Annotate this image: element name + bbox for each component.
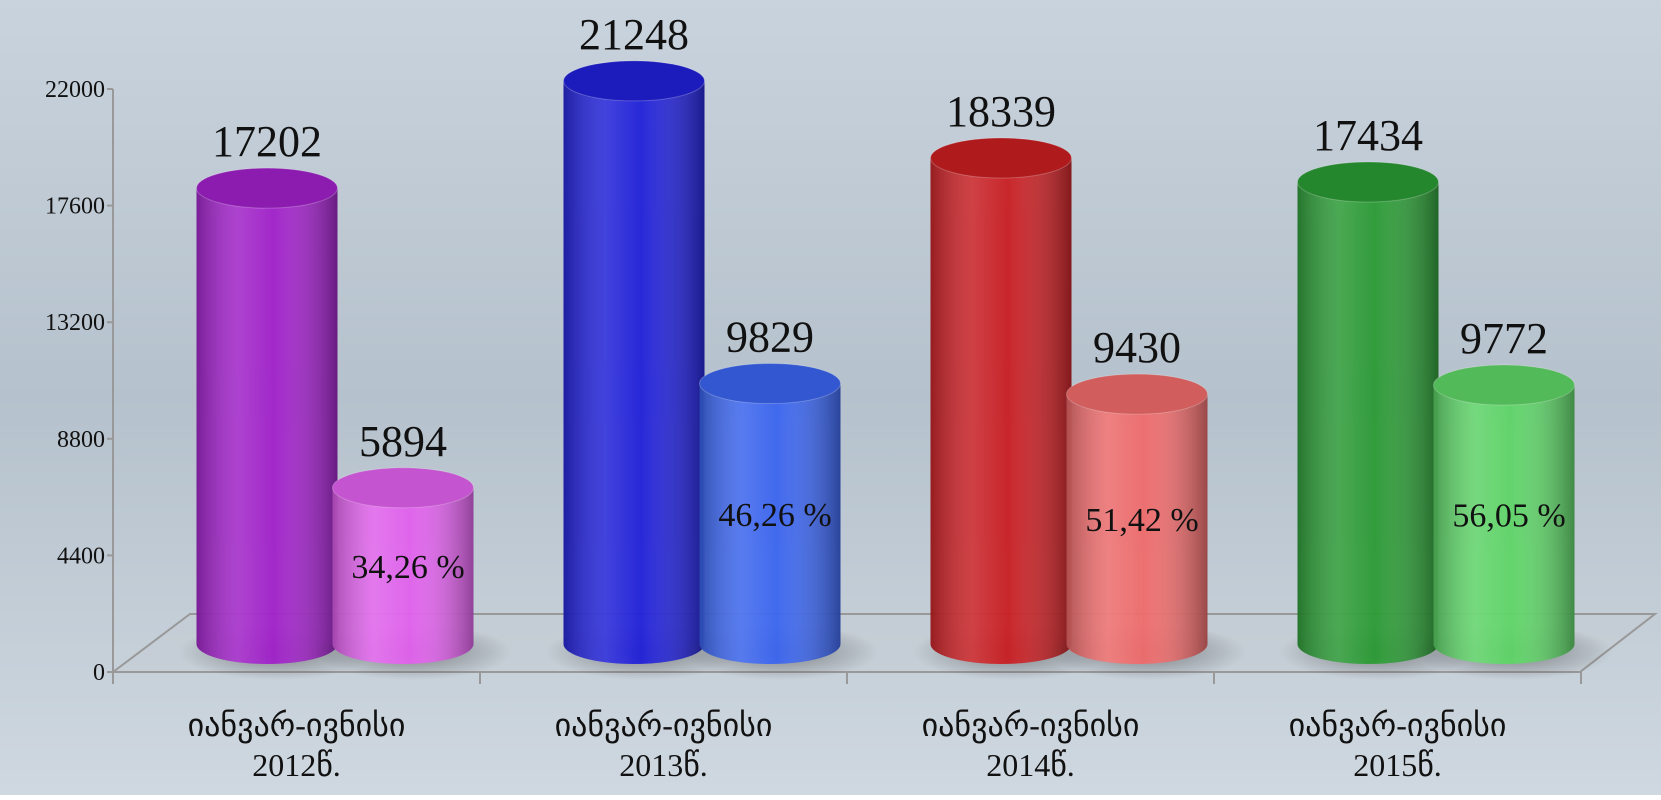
percent-label: 34,26 % xyxy=(351,549,464,586)
bar-shade xyxy=(930,158,1072,665)
bar-shade xyxy=(699,383,841,664)
bar-top xyxy=(699,363,841,405)
value-label: 17434 xyxy=(1313,111,1423,160)
y-tick-label: 22000 xyxy=(45,77,105,103)
bar-shade xyxy=(1433,385,1575,664)
y-tick-label: 17600 xyxy=(45,194,105,220)
value-label: 9430 xyxy=(1093,323,1181,372)
x-tick-label: 2013წ. xyxy=(619,747,708,783)
bar-top-shine xyxy=(1297,161,1439,202)
bar-top-shine xyxy=(930,138,1072,179)
x-tick-label: 2014წ. xyxy=(986,747,1075,783)
bar-top xyxy=(332,467,474,509)
bar-top-shine xyxy=(1066,374,1208,415)
bar-top-shine xyxy=(1433,365,1575,406)
y-tick-label: 13200 xyxy=(45,310,105,336)
y-tick-label: 0 xyxy=(93,660,105,686)
x-tick-label: იანვარ-ივნისი xyxy=(555,707,773,744)
value-label: 9772 xyxy=(1460,314,1548,363)
x-tick-label: იანვარ-ივნისი xyxy=(922,707,1140,744)
x-tick-label: იანვარ-ივნისი xyxy=(1289,707,1507,744)
bar-top-shine xyxy=(196,168,338,209)
bar-shade xyxy=(563,80,705,665)
bar-top-shine xyxy=(332,467,474,508)
bar-top-shine xyxy=(699,363,841,404)
bar-shade xyxy=(1297,181,1439,664)
value-label: 9829 xyxy=(726,313,814,362)
bar-top xyxy=(563,60,705,102)
y-tick-label: 4400 xyxy=(57,543,105,569)
bar-top xyxy=(196,167,338,209)
value-label: 5894 xyxy=(359,417,447,466)
x-tick-label: 2015წ. xyxy=(1353,747,1442,783)
bar-shade xyxy=(196,188,338,664)
bar-shade xyxy=(1066,394,1208,664)
value-label: 18339 xyxy=(946,87,1056,136)
y-tick-label: 8800 xyxy=(57,427,105,453)
percent-label: 51,42 % xyxy=(1085,502,1198,539)
value-label: 17202 xyxy=(212,117,322,166)
percent-label: 46,26 % xyxy=(718,497,831,534)
x-tick-label: 2012წ. xyxy=(252,747,341,783)
bar-top xyxy=(930,137,1072,179)
bar-top xyxy=(1066,373,1208,415)
value-label: 21248 xyxy=(579,10,689,59)
bar-top xyxy=(1297,161,1439,203)
bar-shade xyxy=(332,487,474,664)
bar-top-shine xyxy=(563,60,705,101)
x-tick-label: იანვარ-ივნისი xyxy=(188,707,406,744)
percent-label: 56,05 % xyxy=(1452,498,1565,535)
bar-top xyxy=(1433,364,1575,406)
